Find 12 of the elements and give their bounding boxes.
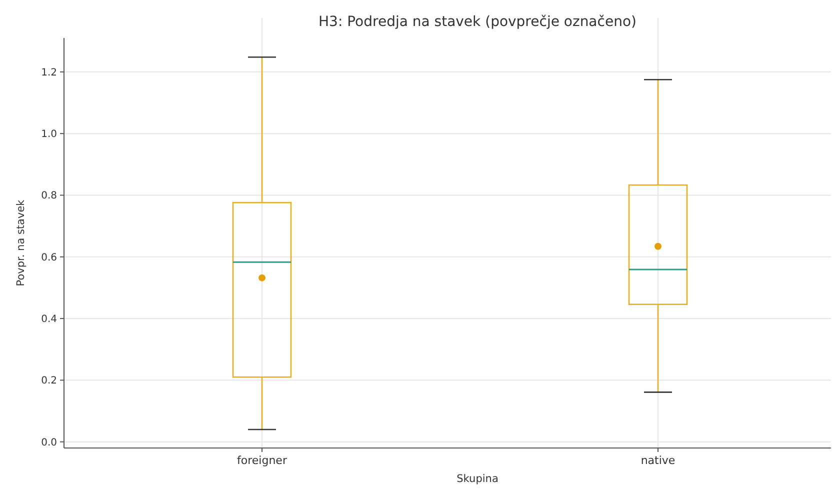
y-tick-label: 1.0	[41, 129, 57, 140]
x-axis-title: Skupina	[456, 473, 498, 485]
x-tick-label: native	[640, 454, 676, 467]
y-tick-label: 0.0	[41, 437, 57, 448]
chart-title: H3: Podredja na stavek (povprečje označeno)	[318, 14, 636, 30]
y-tick-label: 0.4	[41, 314, 57, 326]
y-tick-label: 0.8	[41, 190, 57, 202]
y-axis-title: Povpr. na stavek	[15, 198, 27, 286]
y-tick-label: 1.2	[41, 67, 57, 78]
x-tick-label: foreigner	[237, 454, 288, 467]
y-tick-label: 0.2	[41, 376, 57, 387]
y-tick-label: 0.6	[41, 252, 57, 264]
